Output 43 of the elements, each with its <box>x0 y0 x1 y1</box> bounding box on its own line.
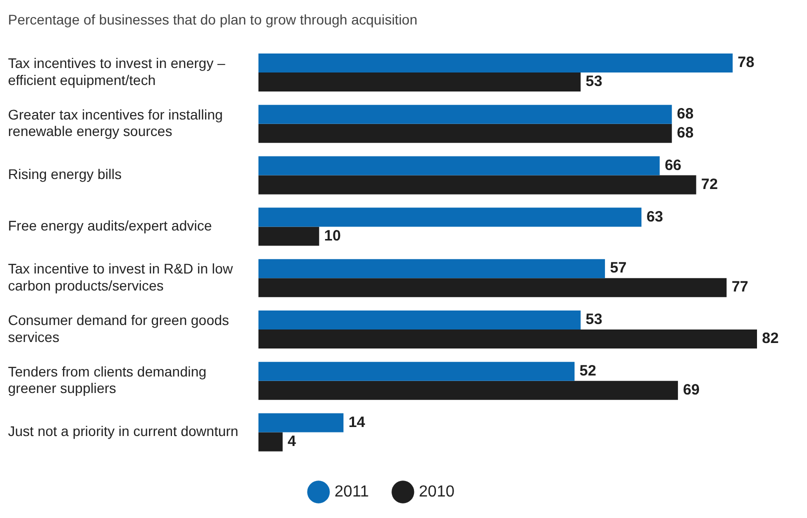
bar <box>258 226 320 246</box>
data-label: 57 <box>610 260 627 277</box>
data-label: 10 <box>324 227 341 244</box>
bar <box>258 104 672 124</box>
y-tick-label: Tax incentive to invest in R&D in low carbon products/services <box>8 260 234 294</box>
data-label: 68 <box>676 124 694 142</box>
legend-label: 2010 <box>418 483 455 500</box>
data-label: 72 <box>701 176 718 193</box>
data-label: 78 <box>738 54 754 72</box>
bar <box>258 53 733 72</box>
data-label: 14 <box>348 414 366 431</box>
bar <box>258 156 660 176</box>
data-label: 77 <box>732 278 748 296</box>
bar <box>258 124 672 143</box>
data-label: 53 <box>586 311 602 328</box>
data-label: 52 <box>580 362 596 380</box>
bar <box>258 175 696 194</box>
bar <box>258 380 678 400</box>
bar <box>258 208 642 227</box>
data-label: 4 <box>288 432 297 450</box>
bar <box>258 259 605 278</box>
y-tick-label: Just not a priority in current downturn <box>8 423 238 440</box>
y-tick-label: Free energy audits/expert advice <box>8 218 212 234</box>
bar <box>258 278 727 298</box>
y-tick-label: Tenders from clients demanding greener suppliers <box>8 363 206 396</box>
bar <box>258 310 581 330</box>
bar <box>258 432 283 452</box>
chart-title: Percentage of businesses that do plan to grow through acquisition <box>8 11 418 28</box>
legend-label: 2011 <box>334 483 370 500</box>
data-label: 82 <box>762 330 779 348</box>
y-tick-label: Tax incentives to invest in energy – efficient equipment/tech <box>8 54 226 88</box>
bar <box>258 72 581 92</box>
data-label: 68 <box>676 106 694 123</box>
data-label: 66 <box>664 156 682 174</box>
data-label: 63 <box>646 208 664 226</box>
data-label: 53 <box>586 73 602 90</box>
bar <box>258 330 757 349</box>
bar <box>258 413 344 432</box>
bar <box>258 362 575 381</box>
y-tick-label: Rising energy bills <box>8 166 122 182</box>
y-tick-label: Consumer demand for green goods services <box>8 312 230 345</box>
data-label: 69 <box>682 382 700 399</box>
y-tick-label: Greater tax incentives for installing renewable energy sources <box>8 106 223 140</box>
